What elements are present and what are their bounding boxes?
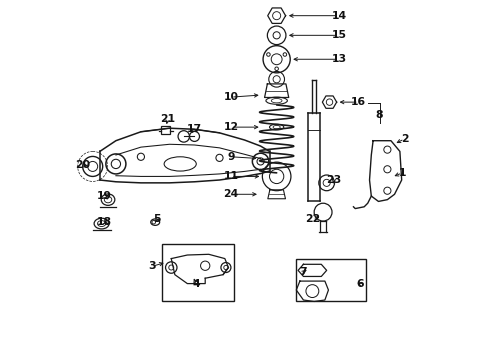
Bar (296, 258, 365, 301)
Text: 22: 22 (304, 213, 319, 224)
Text: 3: 3 (147, 261, 155, 271)
Text: 12: 12 (223, 122, 238, 132)
Text: 21: 21 (160, 114, 175, 124)
Text: 14: 14 (331, 11, 346, 21)
Text: 24: 24 (223, 189, 238, 199)
Text: 10: 10 (223, 92, 238, 102)
Text: 8: 8 (375, 110, 383, 120)
Text: 1: 1 (398, 168, 406, 178)
Text: 9: 9 (227, 152, 234, 162)
Text: 16: 16 (350, 97, 366, 107)
Text: 4: 4 (192, 279, 200, 289)
Text: 11: 11 (223, 171, 238, 181)
Bar (162, 244, 233, 301)
Text: 17: 17 (186, 124, 202, 134)
Text: 6: 6 (356, 279, 364, 289)
Text: 15: 15 (331, 30, 346, 40)
Text: 5: 5 (153, 214, 161, 224)
Text: 13: 13 (331, 54, 346, 64)
Text: 20: 20 (75, 160, 90, 170)
Text: 19: 19 (97, 191, 112, 201)
Text: 7: 7 (299, 267, 306, 277)
Text: 18: 18 (97, 217, 112, 227)
Text: 23: 23 (325, 175, 341, 185)
Text: 2: 2 (400, 134, 407, 144)
Bar (161, 126, 170, 134)
